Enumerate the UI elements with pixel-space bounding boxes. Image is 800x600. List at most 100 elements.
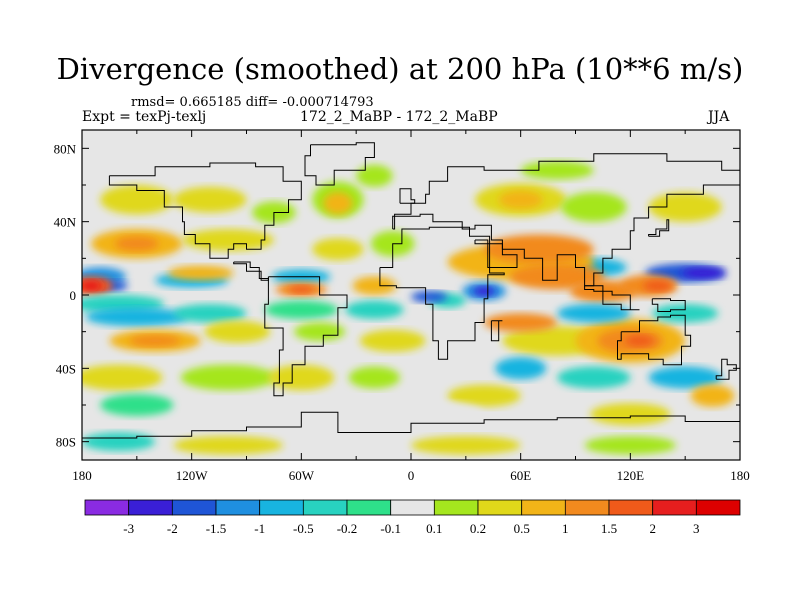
y-tick-label: 80N bbox=[54, 141, 77, 156]
cases-label: 172_2_MaBP - 172_2_MaBP bbox=[300, 109, 498, 125]
colorbar-label: -3 bbox=[123, 521, 134, 536]
field-blob bbox=[624, 335, 655, 347]
colorbar-swatch bbox=[695, 499, 741, 516]
field-blob bbox=[100, 185, 174, 215]
field-blob bbox=[590, 403, 671, 426]
colorbar: -3 -2 -1.5 -1 -0.5 -0.2 -0.1 0.1 0.2 0.5 1 1.5 2 3 bbox=[84, 499, 741, 536]
chart-title: Divergence (smoothed) at 200 hPa (10**6 … bbox=[56, 52, 744, 86]
coastline bbox=[82, 411, 740, 439]
colorbar-label: -0.5 bbox=[293, 521, 314, 536]
colorbar-swatch bbox=[433, 499, 479, 516]
field-blob bbox=[356, 164, 393, 187]
coastline bbox=[264, 276, 348, 397]
y-tick-label: 40N bbox=[54, 215, 77, 230]
colorbar-label: 2 bbox=[649, 521, 656, 536]
divergence-field bbox=[82, 161, 735, 455]
colorbar-label: -1 bbox=[254, 521, 265, 536]
field-blob bbox=[484, 313, 558, 332]
field-blob bbox=[681, 267, 726, 279]
field-blob bbox=[411, 436, 521, 455]
colorbar-swatch bbox=[84, 499, 130, 516]
colorbar-swatch bbox=[302, 499, 348, 516]
coastline bbox=[648, 219, 670, 237]
colorbar-swatch bbox=[390, 499, 435, 516]
field-blob bbox=[288, 285, 315, 294]
colorbar-swatch bbox=[346, 499, 392, 516]
coastline bbox=[715, 358, 737, 380]
field-blob bbox=[204, 320, 271, 343]
field-blob bbox=[447, 384, 521, 407]
field-blob bbox=[173, 304, 247, 323]
field-blob bbox=[359, 329, 426, 352]
field-blob bbox=[312, 238, 364, 261]
field-blob bbox=[82, 364, 163, 391]
colorbar-label: -0.2 bbox=[337, 521, 358, 536]
colorbar-swatch bbox=[215, 499, 261, 516]
field-blob bbox=[352, 276, 397, 295]
colorbar-swatch bbox=[608, 499, 654, 516]
field-blob bbox=[82, 280, 103, 292]
coastline bbox=[233, 261, 269, 281]
field-blob bbox=[411, 291, 448, 303]
colorbar-swatch bbox=[652, 499, 697, 516]
continent-outlines bbox=[82, 142, 740, 439]
y-tick-label: 40S bbox=[56, 361, 76, 376]
field-blob bbox=[348, 366, 400, 389]
field-blob bbox=[495, 357, 547, 380]
field-blob bbox=[411, 403, 485, 426]
coastline bbox=[304, 142, 375, 186]
colorbar-label: 0.5 bbox=[514, 521, 530, 536]
field-blob bbox=[173, 436, 283, 455]
colorbar-label: 3 bbox=[693, 521, 700, 536]
field-blob bbox=[180, 364, 276, 391]
colorbar-label: -1.5 bbox=[206, 521, 227, 536]
coastline bbox=[379, 226, 505, 360]
field-blob bbox=[643, 280, 673, 292]
field-blob bbox=[129, 335, 181, 347]
x-tick-label: 180 bbox=[72, 468, 92, 483]
x-tick-label: 60W bbox=[289, 468, 315, 483]
field-blob bbox=[173, 186, 247, 213]
field-blob bbox=[82, 432, 156, 451]
colorbar-label: 0.2 bbox=[470, 521, 486, 536]
field-blob bbox=[690, 384, 735, 407]
coastline bbox=[399, 188, 416, 204]
season-label: JJA bbox=[708, 109, 730, 125]
y-tick-label: 0 bbox=[70, 288, 77, 303]
field-blob bbox=[584, 436, 676, 455]
colorbar-swatch bbox=[171, 499, 217, 516]
coastline bbox=[474, 239, 518, 268]
field-blob bbox=[182, 229, 274, 251]
x-tick-label: 120E bbox=[617, 468, 645, 483]
field-blob bbox=[648, 366, 722, 389]
field-blob bbox=[498, 190, 543, 209]
field-blob bbox=[264, 300, 338, 319]
field-blob bbox=[484, 234, 594, 264]
field-blob bbox=[100, 394, 174, 416]
field-blob bbox=[114, 236, 159, 251]
colorbar-label: 1 bbox=[562, 521, 569, 536]
x-tick-label: 60E bbox=[510, 468, 531, 483]
colorbar-swatch bbox=[128, 499, 173, 516]
field-blob bbox=[213, 399, 280, 418]
field-blob bbox=[323, 192, 353, 215]
axis-ticks: 180 120W 60W 0 60E 120E 180 80N 40N 0 40S 80S bbox=[54, 130, 750, 483]
y-tick-label: 80S bbox=[56, 435, 76, 450]
field-blob bbox=[557, 366, 631, 389]
colorbar-label: -2 bbox=[167, 521, 178, 536]
experiment-label: Expt = texPj-texlj bbox=[82, 109, 207, 125]
coastline bbox=[392, 153, 740, 287]
field-blob bbox=[345, 300, 404, 319]
coastline bbox=[108, 162, 302, 259]
colorbar-swatch bbox=[477, 499, 523, 516]
field-blob bbox=[557, 304, 631, 323]
field-blob bbox=[473, 286, 496, 296]
coastline bbox=[617, 314, 692, 366]
stats-text: rmsd= 0.665185 diff= -0.000714793 bbox=[131, 95, 374, 110]
field-blob bbox=[560, 192, 627, 222]
field-blob bbox=[294, 322, 346, 341]
field-blob bbox=[167, 265, 234, 281]
coastline bbox=[490, 320, 503, 342]
colorbar-swatch bbox=[564, 499, 610, 516]
